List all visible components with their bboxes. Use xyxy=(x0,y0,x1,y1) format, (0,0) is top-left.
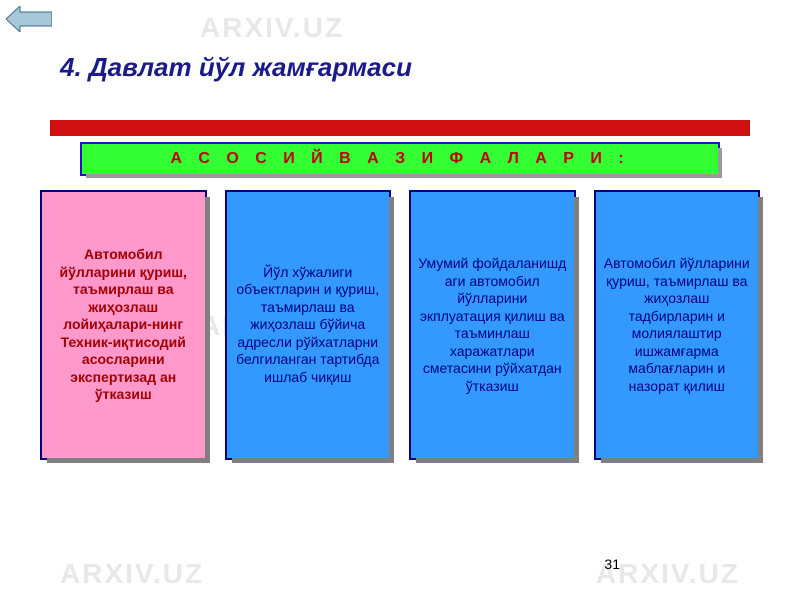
banner-label: А С О С И Й В А З И Ф А Л А Р И : xyxy=(170,150,629,167)
cards-row: Автомобил йўлларини қуриш, таъмирлаш ва … xyxy=(40,190,760,460)
banner-section: А С О С И Й В А З И Ф А Л А Р И : xyxy=(50,120,750,176)
red-divider-bar xyxy=(50,120,750,136)
arrow-left-icon xyxy=(6,6,52,32)
page-number: 31 xyxy=(604,556,620,572)
card-body: Автомобил йўлларини қуриш, таъмирлаш ва … xyxy=(594,190,761,460)
card: Автомобил йўлларини қуриш, таъмирлаш ва … xyxy=(40,190,207,460)
page-title: 4. Давлат йўл жамғармаси xyxy=(60,52,412,83)
back-arrow-button[interactable] xyxy=(6,6,52,32)
card-text: Йўл хўжалиги объектларин и қуриш, таъмир… xyxy=(233,264,384,387)
card: Автомобил йўлларини қуриш, таъмирлаш ва … xyxy=(594,190,761,460)
card-body: Автомобил йўлларини қуриш, таъмирлаш ва … xyxy=(40,190,207,460)
card-text: Автомобил йўлларини қуриш, таъмирлаш ва … xyxy=(602,255,753,395)
watermark: ARXIV.UZ xyxy=(200,12,344,44)
card-text: Автомобил йўлларини қуриш, таъмирлаш ва … xyxy=(48,246,199,404)
watermark: ARXIV.UZ xyxy=(60,558,204,590)
card: Умумий фойдаланишд аги автомобил йўллари… xyxy=(409,190,576,460)
card-text: Умумий фойдаланишд аги автомобил йўллари… xyxy=(417,255,568,395)
card-body: Йўл хўжалиги объектларин и қуриш, таъмир… xyxy=(225,190,392,460)
card: Йўл хўжалиги объектларин и қуриш, таъмир… xyxy=(225,190,392,460)
card-body: Умумий фойдаланишд аги автомобил йўллари… xyxy=(409,190,576,460)
banner-box: А С О С И Й В А З И Ф А Л А Р И : xyxy=(80,142,720,176)
